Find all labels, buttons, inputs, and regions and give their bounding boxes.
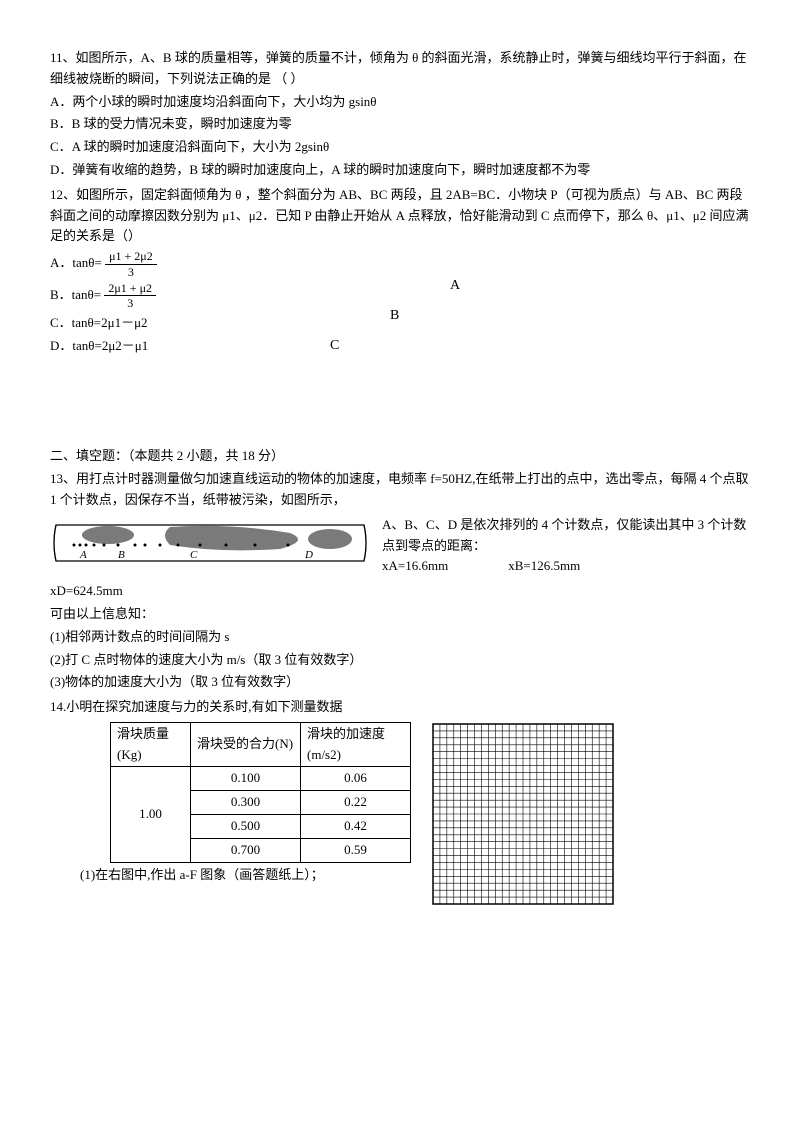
- fraction-a: μ1 + 2μ2 3: [105, 249, 157, 279]
- graph-grid: [431, 722, 616, 907]
- q12-opt-b: B．tanθ= 2μ1 + μ2 3: [50, 281, 750, 311]
- cell-a4: 0.59: [301, 838, 411, 862]
- cell-f1: 0.100: [191, 767, 301, 791]
- frac-a-num: μ1 + 2μ2: [105, 249, 157, 264]
- q13-stem: 13、用打点计时器测量做匀加速直线运动的物体的加速度，电频率 f=50HZ,在纸…: [50, 469, 750, 511]
- q11-stem: 11、如图所示，A、B 球的质量相等，弹簧的质量不计，倾角为 θ 的斜面光滑，系…: [50, 48, 750, 90]
- section-2-title: 二、填空题：（本题共 2 小题，共 18 分）: [50, 446, 750, 467]
- data-table: 滑块质量(Kg) 滑块受的合力(N) 滑块的加速度(m/s2) 1.00 0.1…: [110, 722, 411, 863]
- q12-opt-d: D．tanθ=2μ2－μ1: [50, 336, 750, 357]
- q11-opt-c: C．A 球的瞬时加速度沿斜面向下，大小为 2gsinθ: [50, 137, 750, 158]
- diagram-label-a: A: [450, 275, 460, 297]
- q12-opt-c: C．tanθ=2μ1－μ2: [50, 313, 750, 334]
- cell-a2: 0.22: [301, 791, 411, 815]
- q13-xb: xB=126.5mm: [508, 556, 580, 577]
- cell-a3: 0.42: [301, 815, 411, 839]
- th-force: 滑块受的合力(N): [191, 722, 301, 767]
- q13-line4: (3)物体的加速度大小为（取 3 位有效数字）: [50, 672, 750, 693]
- tape-label-a: A: [79, 549, 87, 561]
- q11-opt-a: A．两个小球的瞬时加速度均沿斜面向下，大小均为 gsinθ: [50, 92, 750, 113]
- q12-opt-a: A．tanθ= μ1 + 2μ2 3: [50, 249, 750, 279]
- tape-diagram: A B C D: [50, 515, 370, 571]
- q13-line3: (2)打 C 点时物体的速度大小为 m/s（取 3 位有效数字）: [50, 650, 750, 671]
- th-accel: 滑块的加速度(m/s2): [301, 722, 411, 767]
- fraction-b: 2μ1 + μ2 3: [104, 281, 156, 311]
- q12-stem: 12、如图所示，固定斜面倾角为 θ ，整个斜面分为 AB、BC 两段，且 2AB…: [50, 185, 750, 247]
- table-row: 滑块质量(Kg) 滑块受的合力(N) 滑块的加速度(m/s2): [111, 722, 411, 767]
- q14-table-wrap: 滑块质量(Kg) 滑块受的合力(N) 滑块的加速度(m/s2) 1.00 0.1…: [50, 722, 411, 888]
- tape-label-b: B: [118, 549, 125, 561]
- cell-mass: 1.00: [111, 767, 191, 862]
- frac-a-den: 3: [105, 265, 157, 279]
- cell-f2: 0.300: [191, 791, 301, 815]
- cell-f4: 0.700: [191, 838, 301, 862]
- q12-a-label: A．tanθ=: [50, 255, 102, 270]
- th-mass: 滑块质量(Kg): [111, 722, 191, 767]
- cell-f3: 0.500: [191, 815, 301, 839]
- q13-line1: 可由以上信息知：: [50, 604, 750, 625]
- q13-right-text: A、B、C、D 是依次排列的 4 个计数点，仅能读出其中 3 个计数点到零点的距…: [382, 515, 750, 557]
- q11-opt-b: B．B 球的受力情况未变，瞬时加速度为零: [50, 114, 750, 135]
- q13-xd: xD=624.5mm: [50, 581, 750, 602]
- q14-stem: 14.小明在探究加速度与力的关系时,有如下测量数据: [50, 697, 750, 718]
- tape-label-d: D: [304, 549, 313, 561]
- q14-sub1: (1)在右图中,作出 a-F 图象（画答题纸上）；: [80, 865, 411, 886]
- frac-b-num: 2μ1 + μ2: [104, 281, 156, 296]
- table-row: 1.00 0.100 0.06: [111, 767, 411, 791]
- q11-opt-d: D．弹簧有收缩的趋势，B 球的瞬时加速度向上，A 球的瞬时加速度向下，瞬时加速度…: [50, 160, 750, 181]
- q13-xa: xA=16.6mm: [382, 556, 448, 577]
- tape-label-c: C: [190, 549, 198, 561]
- q13-line2: (1)相邻两计数点的时间间隔为 s: [50, 627, 750, 648]
- diagram-label-c: C: [330, 335, 339, 357]
- diagram-label-b: B: [390, 305, 399, 327]
- cell-a1: 0.06: [301, 767, 411, 791]
- frac-b-den: 3: [104, 296, 156, 310]
- q12-b-label: B．tanθ=: [50, 287, 101, 302]
